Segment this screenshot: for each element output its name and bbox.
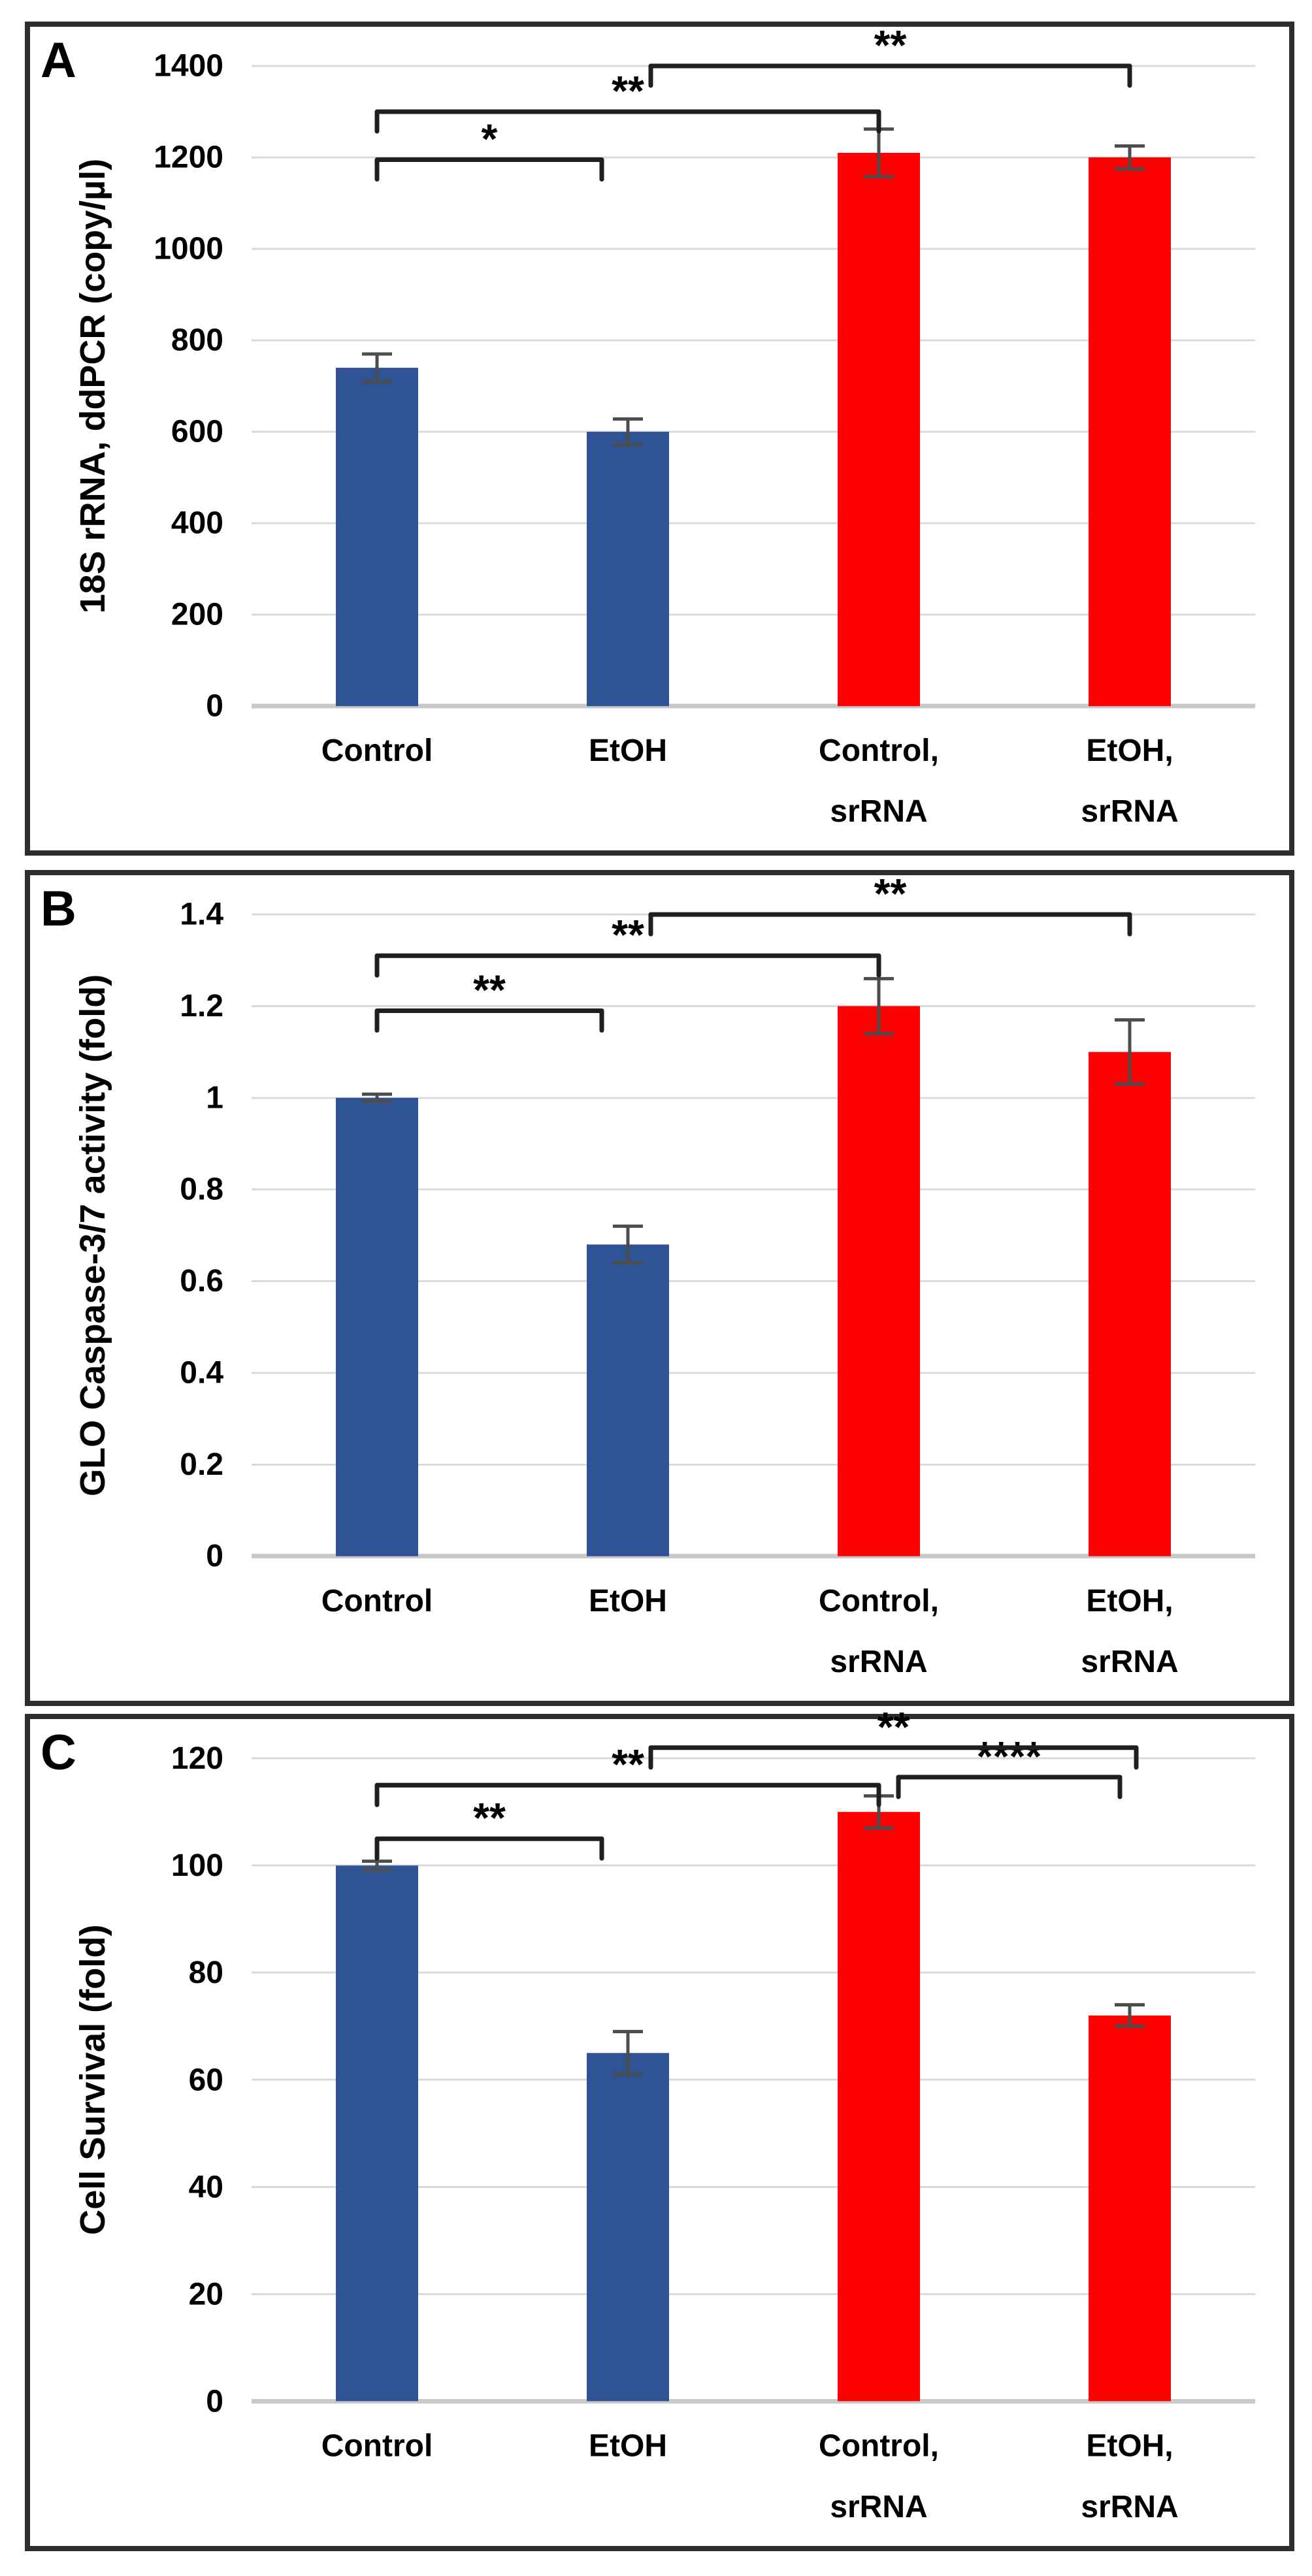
significance-stars: ** <box>612 67 644 114</box>
y-tick-label: 600 <box>171 415 223 449</box>
y-tick-label: 20 <box>189 2276 223 2311</box>
significance-stars: ** <box>473 1794 506 1841</box>
error-bar <box>362 1860 392 1872</box>
x-category-label: EtOH <box>589 1584 667 1618</box>
y-tick-label: 0 <box>206 2383 223 2419</box>
significance-bracket <box>374 953 881 978</box>
x-category-label: Control <box>321 2428 433 2463</box>
y-axis-title: Cell Survival (fold) <box>73 1924 112 2235</box>
significance-bracket <box>374 109 881 134</box>
significance-bracket <box>648 1745 1139 1770</box>
significance-stars: ** <box>473 966 506 1013</box>
y-tick-label: 1400 <box>154 48 223 83</box>
panel-b: B ** ** ** 1.4 1.2 1 0.8 0.6 0.4 0.2 0 Control EtOH C… <box>25 870 1294 1706</box>
bar-etoh <box>587 1244 669 1556</box>
significance-stars: ** <box>874 870 907 917</box>
error-bar <box>613 2029 643 2076</box>
y-tick-label: 1000 <box>154 232 223 266</box>
x-category-label: Control, srRNA <box>819 2428 939 2524</box>
x-category-label: Control <box>321 1584 433 1618</box>
y-tick-label: 40 <box>189 2169 223 2204</box>
bar-etoh-srrna <box>1089 157 1171 707</box>
bar-control <box>336 1097 418 1556</box>
bar-etoh-srrna <box>1089 2015 1171 2402</box>
significance-bracket <box>648 912 1132 937</box>
bar-etoh-srrna <box>1089 1052 1171 1556</box>
panel-a-letter: A <box>41 33 76 88</box>
significance-bracket <box>648 63 1132 88</box>
y-tick-label: 1.2 <box>180 989 223 1023</box>
y-tick-label: 1 <box>206 1080 223 1115</box>
error-bar <box>613 417 643 447</box>
y-tick-label: 120 <box>171 1741 223 1776</box>
x-category-label: Control <box>321 733 433 768</box>
significance-stars: ** <box>612 1741 644 1788</box>
significance-stars: ** <box>877 1703 910 1750</box>
y-tick-label: 0 <box>206 1539 223 1573</box>
error-bar <box>362 352 392 383</box>
significance-bracket <box>374 1008 604 1033</box>
bar-control <box>336 368 418 707</box>
significance-bracket <box>374 1782 881 1807</box>
significance-stars: ** <box>874 22 907 69</box>
x-category-label: EtOH <box>589 2428 667 2463</box>
error-bar <box>1115 144 1145 170</box>
panel-c: C ** ** **** ** 120 100 80 60 40 20 0 Control EtOH Co… <box>25 1703 1294 2551</box>
panel-a: A * ** ** 1400 1200 1000 800 600 400 200 0 Control E… <box>25 22 1294 856</box>
y-tick-label: 0.6 <box>180 1264 223 1298</box>
error-bar <box>1115 1018 1145 1086</box>
significance-stars: * <box>482 116 498 163</box>
y-tick-label: 800 <box>171 323 223 358</box>
significance-bracket <box>896 1775 1123 1799</box>
bar-etoh <box>587 432 669 707</box>
y-tick-label: 60 <box>189 2062 223 2097</box>
error-bar <box>864 976 894 1036</box>
y-tick-label: 80 <box>189 1955 223 1990</box>
bar-control <box>336 1865 418 2402</box>
y-axis-title: 18S rRNA, ddPCR (copy/µl) <box>73 159 112 614</box>
x-category-label: EtOH <box>589 733 667 768</box>
panel-b-chart: ** ** ** 1.4 1.2 1 0.8 0.6 0.4 0.2 0 Control EtOH Con… <box>30 870 1289 1701</box>
y-tick-label: 100 <box>171 1848 223 1883</box>
y-tick-label: 400 <box>171 506 223 541</box>
bar-control-srrna <box>838 1006 920 1556</box>
error-bar <box>613 1224 643 1264</box>
y-tick-label: 1.4 <box>180 897 223 932</box>
y-tick-label: 0.4 <box>180 1355 223 1390</box>
y-tick-label: 200 <box>171 598 223 632</box>
y-axis-title: GLO Caspase-3/7 activity (fold) <box>73 974 112 1496</box>
x-category-label: Control, srRNA <box>819 733 939 829</box>
bar-control-srrna <box>838 152 920 707</box>
error-bar <box>362 1092 392 1103</box>
x-category-label: Control, srRNA <box>819 1584 939 1679</box>
panel-b-letter: B <box>41 881 76 937</box>
y-tick-label: 0.2 <box>180 1447 223 1482</box>
y-tick-label: 0.8 <box>180 1172 223 1207</box>
significance-bracket <box>374 157 604 182</box>
x-category-label: EtOH, srRNA <box>1081 733 1178 829</box>
significance-stars: **** <box>977 1733 1042 1780</box>
bar-etoh <box>587 2053 669 2402</box>
chart-svg-B: ** ** ** 1.4 1.2 1 0.8 0.6 0.4 0.2 0 Control EtOH Con… <box>73 870 1255 1679</box>
bar-control-srrna <box>838 1812 920 2402</box>
x-category-label: EtOH, srRNA <box>1081 1584 1178 1679</box>
panel-c-chart: ** ** **** ** 120 100 80 60 40 20 0 Control EtOH Cont… <box>30 1703 1289 2546</box>
error-bar <box>1115 2003 1145 2028</box>
panel-a-chart: * ** ** 1400 1200 1000 800 600 400 200 0 Control EtO… <box>30 22 1289 850</box>
x-category-label: EtOH, srRNA <box>1081 2428 1178 2524</box>
panel-c-letter: C <box>41 1725 76 1780</box>
significance-bracket <box>374 1836 604 1861</box>
y-tick-label: 0 <box>206 689 223 724</box>
y-tick-label: 1200 <box>154 140 223 174</box>
significance-stars: ** <box>612 911 644 958</box>
